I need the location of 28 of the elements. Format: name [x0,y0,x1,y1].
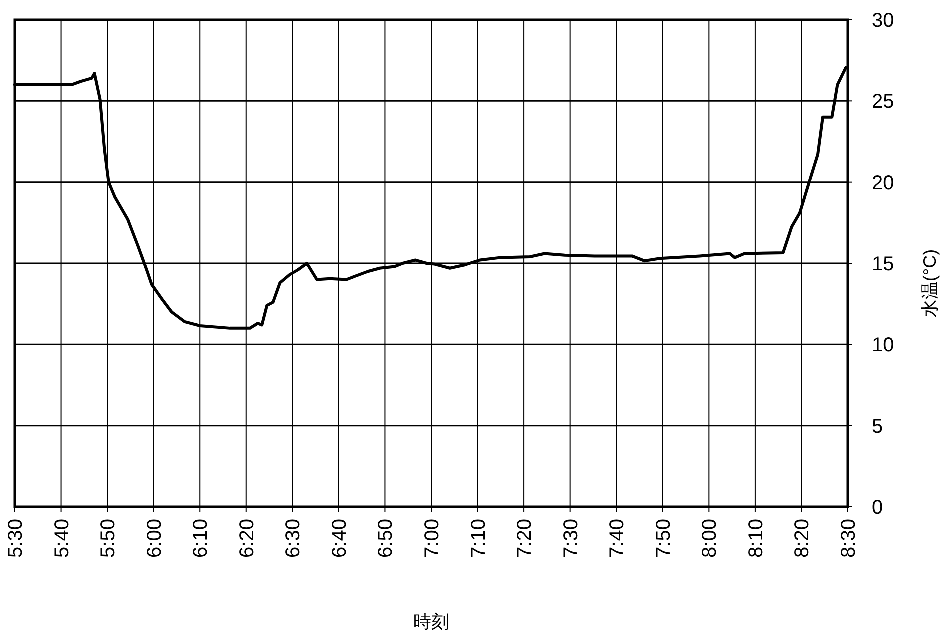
x-tick-label: 5:40 [51,519,74,558]
x-tick-label: 8:00 [699,519,722,558]
x-tick-label: 7:00 [422,519,444,558]
x-tick-label: 7:10 [468,519,490,558]
x-tick-label: 6:20 [236,519,258,558]
x-tick-label: 8:30 [838,519,860,558]
x-tick-label: 6:10 [190,519,212,558]
y-tick-label: 25 [872,91,894,114]
x-tick-label: 5:30 [5,519,27,558]
x-tick-label: 6:50 [375,519,398,558]
x-tick-label: 8:10 [745,519,768,558]
x-axis-title: 時刻 [414,612,450,632]
x-tick-label: 5:50 [98,519,120,558]
x-tick-label: 8:20 [792,519,814,558]
x-tick-label: 6:30 [282,519,305,558]
y-tick-label: 15 [872,254,894,276]
x-tick-label: 7:30 [560,519,582,558]
y-tick-label: 30 [872,10,894,32]
x-tick-label: 6:00 [144,519,166,558]
y-tick-label: 20 [872,172,894,194]
y-tick-label: 10 [872,334,894,357]
x-tick-label: 7:40 [606,519,629,558]
x-tick-label: 7:50 [652,519,675,558]
y-tick-label: 0 [872,497,884,519]
x-tick-label: 6:40 [328,519,351,558]
y-tick-label: 5 [872,416,884,438]
x-tick-label: 7:20 [514,519,536,558]
y-axis-title: 水温(°C) [920,249,940,318]
